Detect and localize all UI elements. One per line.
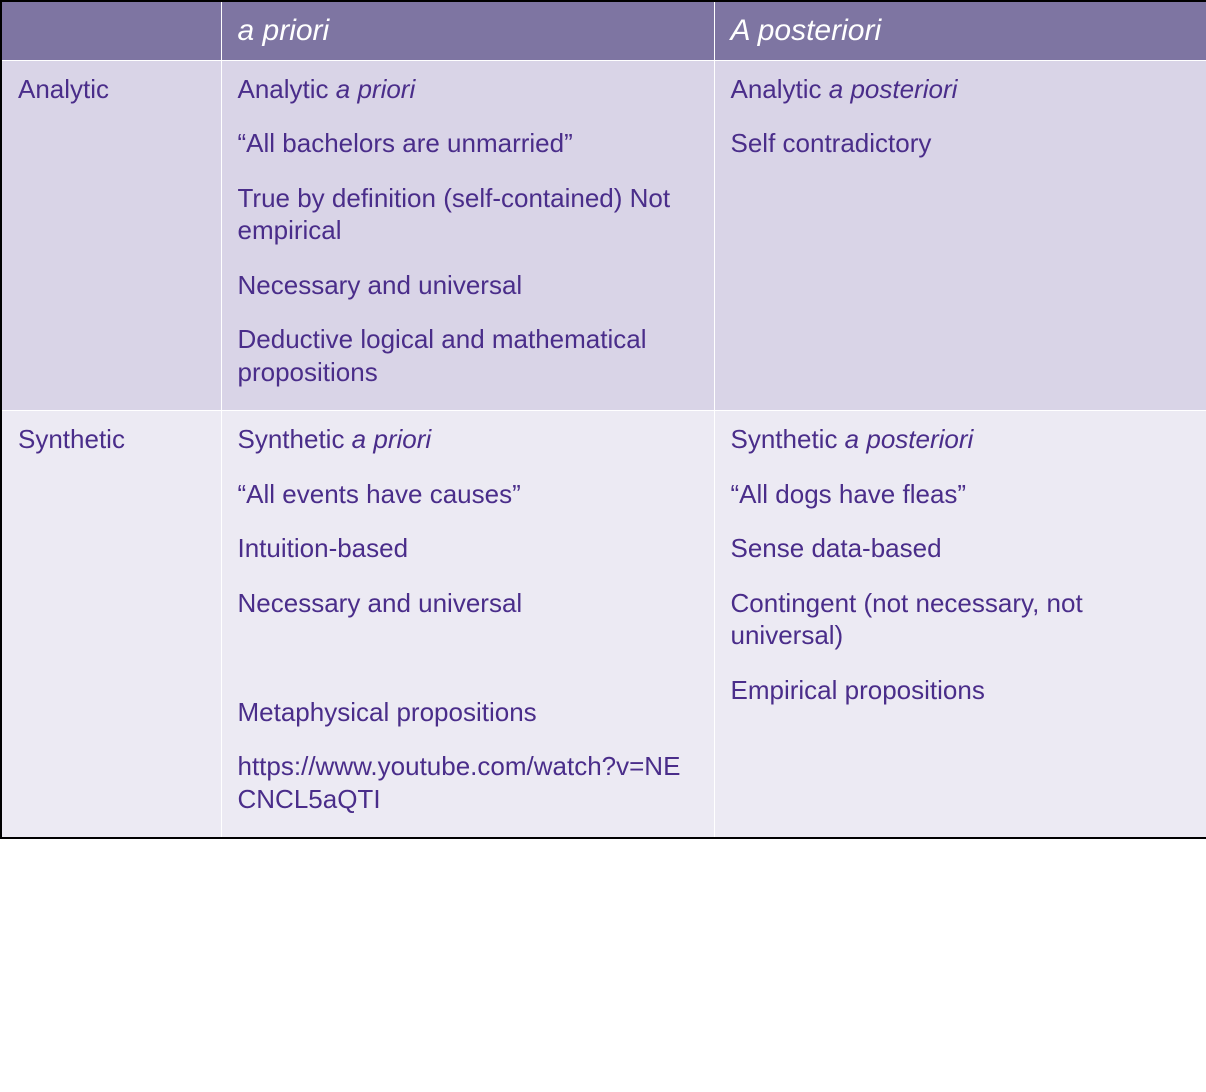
cell-title: Analytic a posteriori bbox=[731, 73, 1191, 106]
cell-line: Deductive logical and mathematical propo… bbox=[238, 323, 698, 388]
title-plain: Synthetic bbox=[731, 424, 845, 454]
rowhead-synthetic: Synthetic bbox=[1, 411, 221, 839]
title-italic: a posteriori bbox=[829, 74, 958, 104]
rowhead-analytic: Analytic bbox=[1, 60, 221, 411]
title-plain: Analytic bbox=[238, 74, 336, 104]
title-plain: Synthetic bbox=[238, 424, 352, 454]
cell-title: Synthetic a priori bbox=[238, 423, 698, 456]
cell-synthetic-apriori: Synthetic a priori “All events have caus… bbox=[221, 411, 714, 839]
cell-line: Contingent (not necessary, not universal… bbox=[731, 587, 1191, 652]
cell-line-url: https://www.youtube.com/watch?v=NECNCL5a… bbox=[238, 750, 698, 815]
cell-analytic-apriori: Analytic a priori “All bachelors are unm… bbox=[221, 60, 714, 411]
kant-distinctions-table: a priori A posteriori Analytic Analytic … bbox=[0, 0, 1206, 839]
cell-line: Metaphysical propositions bbox=[238, 696, 698, 729]
cell-synthetic-aposteriori: Synthetic a posteriori “All dogs have fl… bbox=[714, 411, 1206, 839]
row-synthetic: Synthetic Synthetic a priori “All events… bbox=[1, 411, 1206, 839]
cell-line: Self contradictory bbox=[731, 127, 1191, 160]
cell-title: Analytic a priori bbox=[238, 73, 698, 106]
cell-line: Empirical propositions bbox=[731, 674, 1191, 707]
cell-line: “All events have causes” bbox=[238, 478, 698, 511]
cell-line: “All dogs have fleas” bbox=[731, 478, 1191, 511]
cell-line: Necessary and universal bbox=[238, 269, 698, 302]
cell-line-blank bbox=[238, 641, 698, 674]
header-corner bbox=[1, 1, 221, 60]
title-italic: a priori bbox=[352, 424, 431, 454]
row-analytic: Analytic Analytic a priori “All bachelor… bbox=[1, 60, 1206, 411]
cell-title: Synthetic a posteriori bbox=[731, 423, 1191, 456]
cell-line: “All bachelors are unmarried” bbox=[238, 127, 698, 160]
title-italic: a priori bbox=[336, 74, 415, 104]
cell-analytic-aposteriori: Analytic a posteriori Self contradictory bbox=[714, 60, 1206, 411]
header-row: a priori A posteriori bbox=[1, 1, 1206, 60]
title-plain: Analytic bbox=[731, 74, 829, 104]
header-apriori: a priori bbox=[221, 1, 714, 60]
title-italic: a posteriori bbox=[845, 424, 974, 454]
matrix-table: a priori A posteriori Analytic Analytic … bbox=[0, 0, 1206, 839]
cell-line: True by definition (self-contained) Not … bbox=[238, 182, 698, 247]
cell-line: Necessary and universal bbox=[238, 587, 698, 620]
cell-line: Intuition-based bbox=[238, 532, 698, 565]
header-aposteriori: A posteriori bbox=[714, 1, 1206, 60]
cell-line: Sense data-based bbox=[731, 532, 1191, 565]
